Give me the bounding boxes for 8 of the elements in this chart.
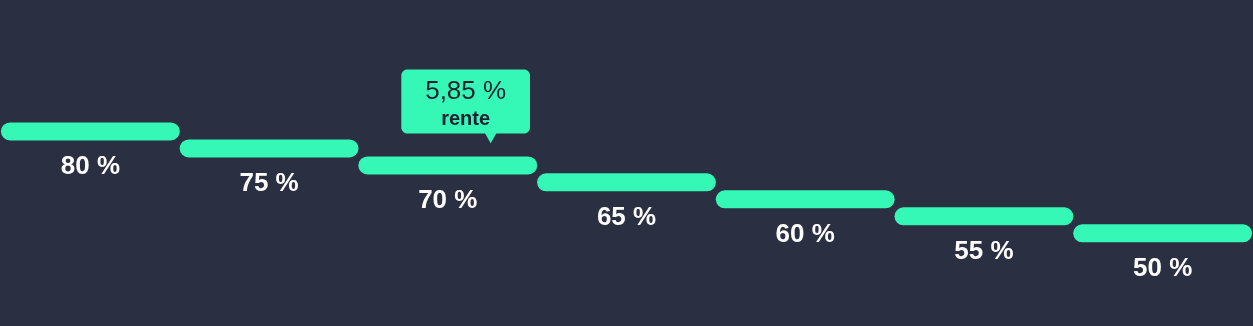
data-label: 55 %: [954, 235, 1014, 266]
data-label: 75 %: [239, 167, 299, 198]
data-label: 60 %: [775, 218, 835, 249]
data-label: 50 %: [1133, 252, 1193, 283]
data-label: 65 %: [596, 201, 657, 232]
data-label: 80 %: [60, 150, 120, 181]
data-label: 70 %: [418, 184, 478, 215]
text: 5,85 % rente: [425, 75, 507, 130]
